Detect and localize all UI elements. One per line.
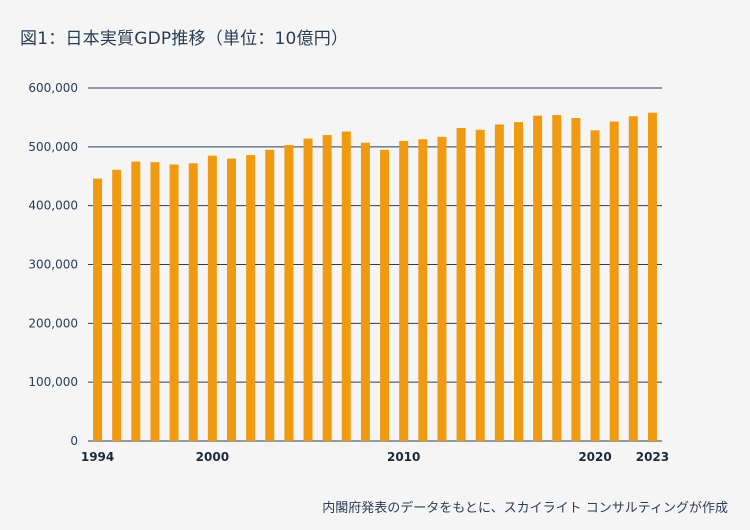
y-tick-label: 500,000	[28, 140, 78, 154]
bar-1996	[131, 161, 141, 441]
bar-2001	[227, 158, 236, 441]
y-tick-label: 200,000	[28, 316, 78, 330]
source-note: 内閣府発表のデータをもとに、スカイライト コンサルティングが作成	[322, 501, 728, 516]
bar-2013	[456, 128, 466, 442]
bar-2009	[380, 149, 390, 441]
bar-2023	[647, 112, 657, 442]
bar-1998	[169, 164, 179, 441]
bar-1995	[112, 169, 122, 442]
bar-2021	[609, 121, 619, 441]
bar-2003	[265, 149, 275, 441]
bar-2002	[246, 155, 256, 441]
bar-2014	[475, 129, 485, 441]
x-tick-label: 2010	[387, 450, 420, 464]
bar-2000	[207, 155, 217, 442]
x-tick-label: 2020	[578, 450, 611, 464]
y-tick-label: 300,000	[28, 258, 78, 272]
bar-2019	[571, 118, 581, 441]
bar-1997	[150, 162, 160, 441]
bar-2004	[284, 145, 294, 441]
x-tick-label: 1994	[81, 450, 114, 464]
bar-2017	[533, 115, 543, 441]
bar-2006	[322, 135, 332, 442]
bar-2018	[552, 115, 562, 442]
bar-2008	[360, 142, 370, 441]
bar-2012	[437, 136, 447, 441]
y-tick-label: 0	[70, 434, 78, 448]
y-tick-label: 600,000	[28, 81, 78, 95]
chart-title: 図1：日本実質GDP推移（単位：10億円）	[20, 29, 349, 49]
bar-2015	[494, 124, 504, 441]
bar-1999	[188, 163, 198, 441]
bar-2020	[590, 130, 600, 442]
bar-2005	[303, 138, 313, 441]
bar-2016	[514, 122, 523, 441]
bar-2010	[399, 140, 409, 441]
y-tick-label: 100,000	[28, 375, 78, 389]
x-tick-label: 2000	[196, 450, 229, 464]
bar-2007	[341, 131, 351, 441]
bar-2011	[418, 139, 428, 441]
y-tick-label: 400,000	[28, 199, 78, 213]
bar-2022	[628, 116, 638, 442]
bar-1994	[93, 178, 103, 441]
x-tick-label: 2023	[636, 450, 669, 464]
